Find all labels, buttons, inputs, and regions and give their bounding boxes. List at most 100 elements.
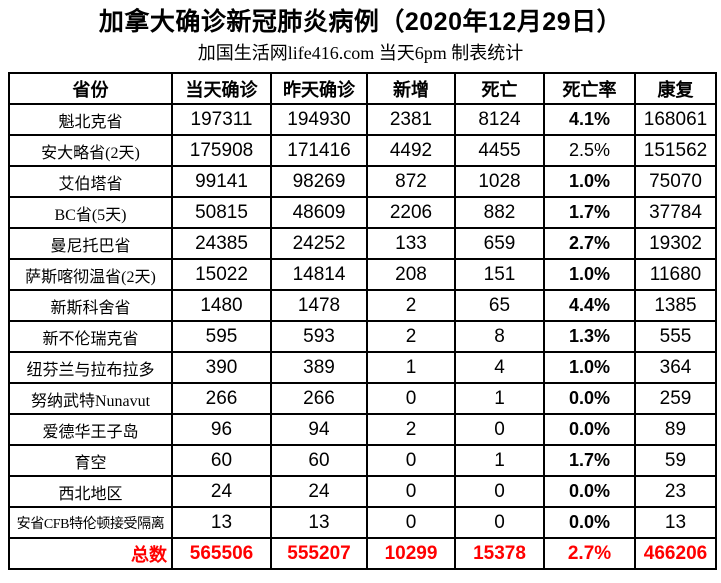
death-rate-cell: 2.5% bbox=[543, 134, 636, 167]
deaths-cell: 1028 bbox=[454, 165, 545, 198]
new-cases-cell: 0 bbox=[366, 382, 456, 415]
recovered-cell: 23 bbox=[634, 475, 717, 508]
table-row: 新不伦瑞克省 595 593 2 8 1.3% 555 bbox=[8, 320, 717, 353]
recovered-cell: 364 bbox=[634, 351, 717, 384]
today-confirmed-cell: 60 bbox=[171, 444, 272, 477]
death-rate-cell: 1.0% bbox=[543, 165, 636, 198]
recovered-cell: 259 bbox=[634, 382, 717, 415]
column-header: 死亡率 bbox=[543, 72, 636, 105]
deaths-cell: 659 bbox=[454, 227, 545, 260]
province-cell: 纽芬兰与拉布拉多 bbox=[8, 351, 173, 384]
total-recovered-cell: 466206 bbox=[634, 537, 717, 570]
death-rate-cell: 1.7% bbox=[543, 196, 636, 229]
page-title: 加拿大确诊新冠肺炎病例（2020年12月29日） bbox=[98, 8, 623, 36]
new-cases-cell: 872 bbox=[366, 165, 456, 198]
new-cases-cell: 4492 bbox=[366, 134, 456, 167]
recovered-cell: 555 bbox=[634, 320, 717, 353]
new-cases-cell: 2381 bbox=[366, 103, 456, 136]
death-rate-cell: 1.0% bbox=[543, 351, 636, 384]
today-confirmed-cell: 266 bbox=[171, 382, 272, 415]
province-cell: 萨斯喀彻温省(2天) bbox=[8, 258, 173, 291]
today-confirmed-cell: 13 bbox=[171, 506, 272, 539]
yesterday-confirmed-cell: 266 bbox=[270, 382, 368, 415]
total-today-confirmed-cell: 565506 bbox=[171, 537, 272, 570]
death-rate-cell: 0.0% bbox=[543, 382, 636, 415]
today-confirmed-cell: 595 bbox=[171, 320, 272, 353]
death-rate-cell: 1.0% bbox=[543, 258, 636, 291]
table-row: 萨斯喀彻温省(2天) 15022 14814 208 151 1.0% 11680 bbox=[8, 258, 717, 291]
today-confirmed-cell: 96 bbox=[171, 413, 272, 446]
death-rate-cell: 4.4% bbox=[543, 289, 636, 322]
table-row: 育空 60 60 0 1 1.7% 59 bbox=[8, 444, 717, 477]
death-rate-cell: 0.0% bbox=[543, 506, 636, 539]
today-confirmed-cell: 99141 bbox=[171, 165, 272, 198]
column-header: 康复 bbox=[634, 72, 717, 105]
yesterday-confirmed-cell: 98269 bbox=[270, 165, 368, 198]
yesterday-confirmed-cell: 171416 bbox=[270, 134, 368, 167]
death-rate-cell: 1.7% bbox=[543, 444, 636, 477]
today-confirmed-cell: 24 bbox=[171, 475, 272, 508]
province-cell: 安大略省(2天) bbox=[8, 134, 173, 167]
yesterday-confirmed-cell: 24252 bbox=[270, 227, 368, 260]
province-cell: 新斯科舍省 bbox=[8, 289, 173, 322]
total-death-rate-cell: 2.7% bbox=[543, 537, 636, 570]
total-yesterday-confirmed-cell: 555207 bbox=[270, 537, 368, 570]
today-confirmed-cell: 175908 bbox=[171, 134, 272, 167]
table-row: BC省(5天) 50815 48609 2206 882 1.7% 37784 bbox=[8, 196, 717, 229]
deaths-cell: 4 bbox=[454, 351, 545, 384]
recovered-cell: 37784 bbox=[634, 196, 717, 229]
covid-stats-table: 省份 当天确诊 昨天确诊 新增 死亡 死亡率 康复 魁北克省 197311 194930 2381… bbox=[8, 72, 717, 570]
deaths-cell: 882 bbox=[454, 196, 545, 229]
today-confirmed-cell: 24385 bbox=[171, 227, 272, 260]
today-confirmed-cell: 1480 bbox=[171, 289, 272, 322]
province-cell: 新不伦瑞克省 bbox=[8, 320, 173, 353]
deaths-cell: 0 bbox=[454, 413, 545, 446]
new-cases-cell: 2 bbox=[366, 289, 456, 322]
recovered-cell: 59 bbox=[634, 444, 717, 477]
table-row: 安大略省(2天) 175908 171416 4492 4455 2.5% 151562 bbox=[8, 134, 717, 167]
new-cases-cell: 2206 bbox=[366, 196, 456, 229]
recovered-cell: 1385 bbox=[634, 289, 717, 322]
new-cases-cell: 0 bbox=[366, 475, 456, 508]
column-header: 昨天确诊 bbox=[270, 72, 368, 105]
column-header: 省份 bbox=[8, 72, 173, 105]
column-header: 当天确诊 bbox=[171, 72, 272, 105]
province-cell: 曼尼托巴省 bbox=[8, 227, 173, 260]
table-row: 纽芬兰与拉布拉多 390 389 1 4 1.0% 364 bbox=[8, 351, 717, 384]
province-cell: 西北地区 bbox=[8, 475, 173, 508]
deaths-cell: 0 bbox=[454, 506, 545, 539]
province-cell: 魁北克省 bbox=[8, 103, 173, 136]
deaths-cell: 4455 bbox=[454, 134, 545, 167]
yesterday-confirmed-cell: 14814 bbox=[270, 258, 368, 291]
deaths-cell: 8 bbox=[454, 320, 545, 353]
deaths-cell: 1 bbox=[454, 382, 545, 415]
death-rate-cell: 0.0% bbox=[543, 475, 636, 508]
recovered-cell: 75070 bbox=[634, 165, 717, 198]
today-confirmed-cell: 15022 bbox=[171, 258, 272, 291]
province-cell: 努纳武特Nunavut bbox=[8, 382, 173, 415]
yesterday-confirmed-cell: 94 bbox=[270, 413, 368, 446]
province-cell: 育空 bbox=[8, 444, 173, 477]
deaths-cell: 1 bbox=[454, 444, 545, 477]
new-cases-cell: 133 bbox=[366, 227, 456, 260]
deaths-cell: 0 bbox=[454, 475, 545, 508]
new-cases-cell: 1 bbox=[366, 351, 456, 384]
total-label-cell: 总数 bbox=[8, 537, 173, 570]
death-rate-cell: 4.1% bbox=[543, 103, 636, 136]
new-cases-cell: 2 bbox=[366, 320, 456, 353]
today-confirmed-cell: 197311 bbox=[171, 103, 272, 136]
page-subtitle: 加国生活网life416.com 当天6pm 制表统计 bbox=[197, 43, 524, 63]
deaths-cell: 151 bbox=[454, 258, 545, 291]
death-rate-cell: 1.3% bbox=[543, 320, 636, 353]
table-row: 西北地区 24 24 0 0 0.0% 23 bbox=[8, 475, 717, 508]
yesterday-confirmed-cell: 24 bbox=[270, 475, 368, 508]
province-cell: BC省(5天) bbox=[8, 196, 173, 229]
table-row: 安省CFB特伦顿接受隔离 13 13 0 0 0.0% 13 bbox=[8, 506, 717, 539]
recovered-cell: 13 bbox=[634, 506, 717, 539]
province-cell: 爱德华王子岛 bbox=[8, 413, 173, 446]
yesterday-confirmed-cell: 389 bbox=[270, 351, 368, 384]
today-confirmed-cell: 50815 bbox=[171, 196, 272, 229]
new-cases-cell: 0 bbox=[366, 506, 456, 539]
new-cases-cell: 0 bbox=[366, 444, 456, 477]
